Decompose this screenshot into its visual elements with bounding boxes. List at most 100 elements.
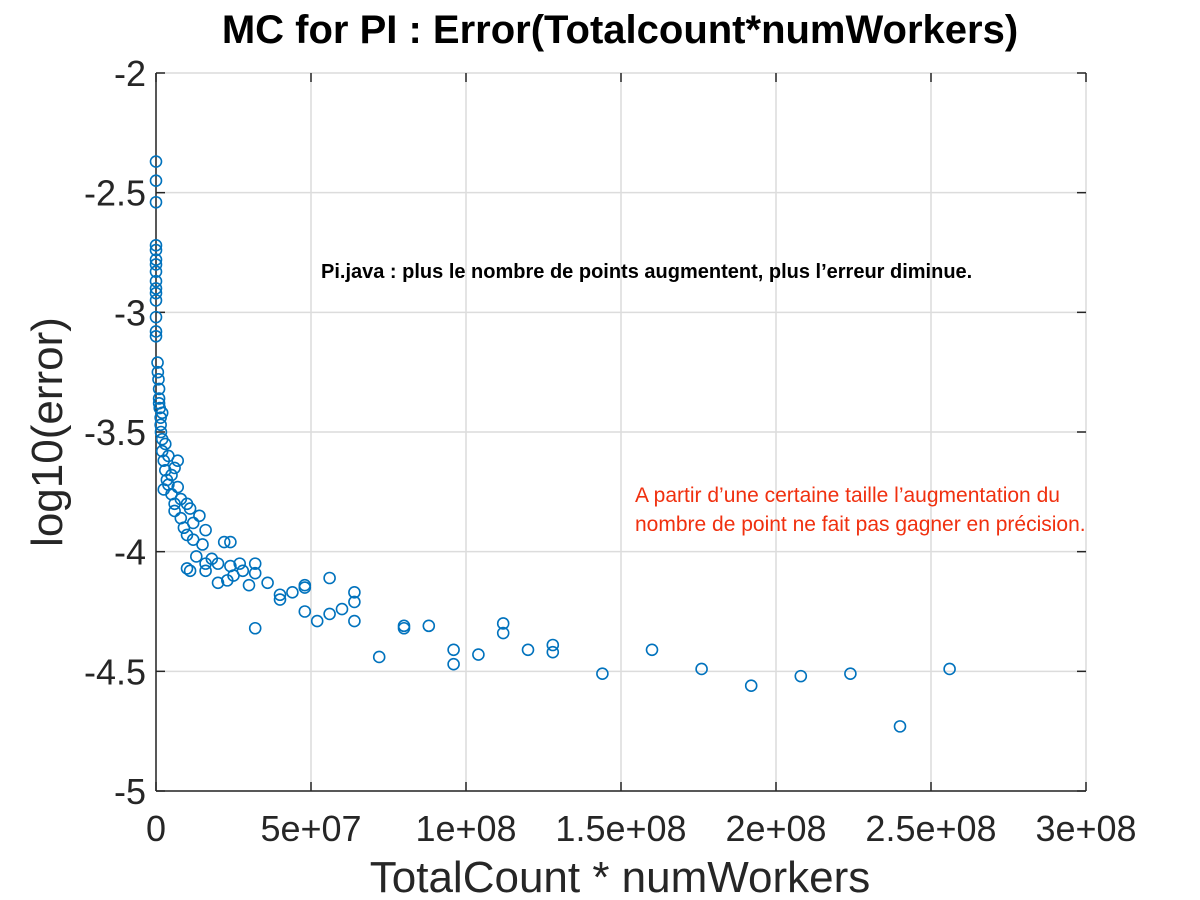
data-point (943, 662, 956, 676)
data-point (171, 454, 184, 468)
y-tick-label: -3 (114, 292, 146, 333)
data-point (159, 437, 172, 451)
data-point (521, 643, 535, 657)
data-point (348, 586, 361, 599)
data-point (171, 480, 184, 494)
y-tick-label: -5 (114, 771, 146, 812)
x-tick-label: 2.5e+08 (865, 808, 996, 849)
data-point (372, 650, 386, 664)
data-point (183, 564, 197, 578)
data-point (149, 325, 163, 338)
data-point (149, 282, 163, 295)
data-point (211, 557, 225, 570)
data-point (196, 538, 209, 551)
x-tick-label: 5e+07 (260, 808, 361, 849)
x-tick-label: 2e+08 (725, 808, 826, 849)
data-point (149, 329, 163, 343)
data-point (224, 535, 237, 549)
y-tick-label: -4.5 (84, 651, 146, 692)
data-point (248, 566, 262, 580)
data-point (149, 294, 163, 307)
data-point (152, 373, 165, 386)
grid (155, 72, 1087, 792)
data-point (273, 588, 287, 602)
data-point (348, 614, 361, 628)
data-point (193, 509, 206, 523)
x-tick-label: 0 (146, 808, 166, 849)
data-point (152, 392, 166, 405)
data-point (149, 155, 163, 168)
data-points (149, 155, 956, 733)
annotation-note-red: A partir d’une certaine taille l’augment… (635, 484, 1086, 536)
data-point (149, 265, 163, 278)
data-point (248, 557, 262, 570)
data-point (844, 667, 857, 681)
data-point (323, 607, 336, 621)
data-point (154, 418, 167, 432)
chart-title: MC for PI : Error(Totalcount*numWorkers) (222, 8, 1018, 52)
data-point (168, 504, 181, 518)
data-point (199, 523, 212, 537)
data-point (190, 550, 203, 563)
y-tick-label: -2 (114, 53, 146, 94)
data-point (335, 602, 349, 616)
data-point (199, 564, 212, 578)
data-point (149, 195, 163, 209)
data-point (151, 356, 164, 369)
y-tick-label: -4 (114, 532, 146, 573)
data-point (242, 578, 256, 592)
data-point (236, 564, 250, 578)
data-point (165, 468, 178, 482)
y-tick-label: -2.5 (84, 173, 146, 214)
y-axis-label: log10(error) (23, 317, 72, 547)
data-point (447, 643, 460, 657)
data-point (248, 621, 262, 635)
data-point (151, 365, 165, 379)
data-point (168, 461, 181, 475)
data-point (149, 258, 163, 271)
data-point (472, 648, 485, 661)
data-point (496, 626, 510, 640)
data-point (154, 425, 168, 439)
data-point (893, 720, 907, 733)
data-point (149, 286, 163, 300)
data-point (546, 638, 560, 652)
x-tick-label: 1.5e+08 (555, 808, 686, 849)
y-tick-label: -3.5 (84, 412, 146, 453)
data-point (273, 593, 287, 606)
data-point (149, 239, 163, 252)
data-point (211, 576, 225, 590)
data-point (596, 667, 609, 681)
data-point (695, 662, 708, 676)
data-point (447, 657, 460, 671)
data-point (496, 617, 510, 630)
data-point (186, 516, 200, 530)
x-tick-label: 1e+08 (415, 808, 516, 849)
data-point (149, 274, 163, 288)
data-point (397, 621, 411, 635)
data-point (348, 595, 361, 609)
data-point (217, 535, 231, 549)
axes: 0 5e+07 1e+08 1.5e+08 2e+08 2.5e+08 3e+08 -2 -2.… (84, 53, 1137, 849)
data-point (261, 576, 274, 590)
data-point (794, 669, 808, 683)
data-point (183, 502, 197, 515)
data-point (286, 586, 299, 599)
data-point (180, 562, 194, 575)
data-point (149, 243, 163, 257)
data-point (149, 174, 163, 187)
data-point (298, 581, 312, 594)
data-point (744, 679, 758, 692)
data-point (149, 253, 163, 266)
x-tick-label: 3e+08 (1035, 808, 1136, 849)
data-point (152, 382, 166, 396)
data-point (310, 614, 324, 628)
data-point (645, 643, 659, 657)
annotation-note-black: Pi.java : plus le nombre de points augme… (321, 261, 973, 283)
x-axis-label: TotalCount * numWorkers (370, 853, 871, 900)
data-point (155, 406, 169, 420)
data-point (546, 645, 560, 659)
data-point (422, 619, 436, 633)
data-point (233, 557, 246, 570)
